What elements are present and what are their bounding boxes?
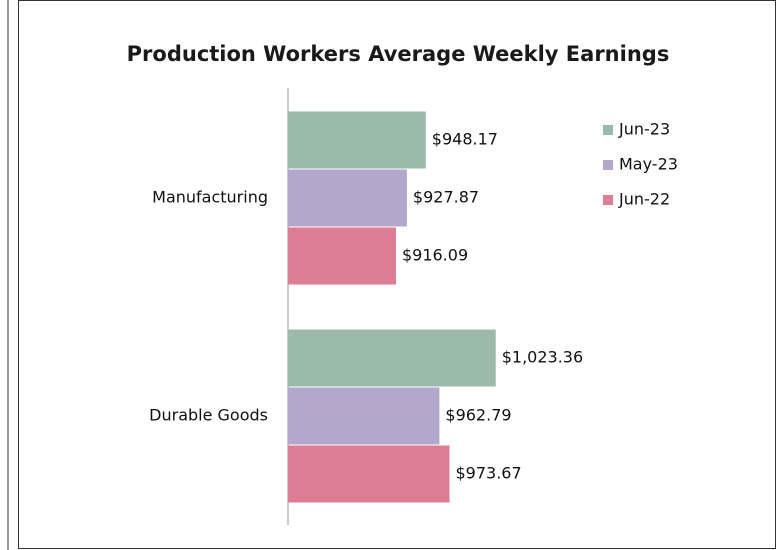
- bar: [288, 445, 450, 503]
- category-label: Durable Goods: [149, 406, 268, 425]
- legend-swatch: [603, 160, 613, 170]
- bar: [288, 169, 407, 227]
- value-label: $962.79: [445, 406, 511, 425]
- bar: [288, 387, 440, 445]
- value-label: $973.67: [456, 464, 522, 483]
- category-label: Manufacturing: [152, 188, 268, 207]
- bar: [288, 111, 426, 169]
- bar: [288, 227, 396, 285]
- chart-title: Production Workers Average Weekly Earnin…: [127, 42, 670, 66]
- legend-swatch: [603, 195, 613, 205]
- value-label: $927.87: [413, 188, 479, 207]
- bar: [288, 329, 496, 387]
- value-label: $916.09: [402, 246, 468, 265]
- legend-swatch: [603, 125, 613, 135]
- chart-frame: [18, 0, 776, 549]
- legend-label: May-23: [619, 155, 678, 174]
- legend-label: Jun-23: [618, 120, 670, 139]
- legend-label: Jun-22: [618, 190, 670, 209]
- value-label: $948.17: [432, 130, 498, 149]
- value-label: $1,023.36: [502, 348, 583, 367]
